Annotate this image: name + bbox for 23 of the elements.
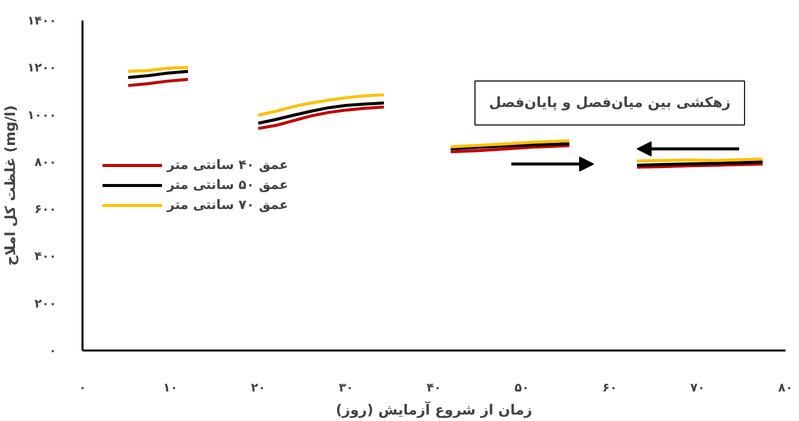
x-axis-title: زمان از شروع آزمایش (روز) (336, 400, 532, 418)
y-tick-label: ۱۲۰۰ (27, 60, 56, 75)
y-tick-label: ۱۴۰۰ (27, 14, 56, 28)
y-axis-title: غلظت کل املاح (mg/l) (3, 105, 20, 266)
x-tick-label: ۵۰ (514, 380, 530, 394)
x-tick-label: ۱۰ (163, 380, 178, 394)
y-tick-label: ۰ (49, 344, 57, 358)
x-tick-label: ۷۰ (690, 380, 705, 394)
x-tick-label: ۴۰ (426, 380, 442, 394)
x-tick-label: ۲۰ (250, 380, 266, 394)
legend-label: عمق ۵۰ سانتی متر (167, 178, 288, 192)
x-tick-label: ۰ (78, 380, 86, 394)
legend-label: عمق ۷۰ سانتی متر (167, 198, 288, 212)
y-tick-label: ۲۰۰ (34, 296, 57, 310)
y-tick-label: ۸۰۰ (34, 154, 57, 169)
annotation: زهکشی بین میان‌فصل و پایان‌فصل (488, 95, 731, 111)
x-tick-label: ۸۰ (778, 380, 793, 394)
x-tick-label: ۳۰ (338, 380, 354, 394)
x-tick-label: ۶۰ (602, 380, 618, 394)
y-tick-label: ۶۰۰ (34, 202, 57, 216)
y-tick-label: ۱۰۰۰ (27, 108, 56, 122)
legend-label: عمق ۴۰ سانتی متر (167, 158, 288, 172)
y-tick-label: ۴۰۰ (34, 249, 57, 264)
